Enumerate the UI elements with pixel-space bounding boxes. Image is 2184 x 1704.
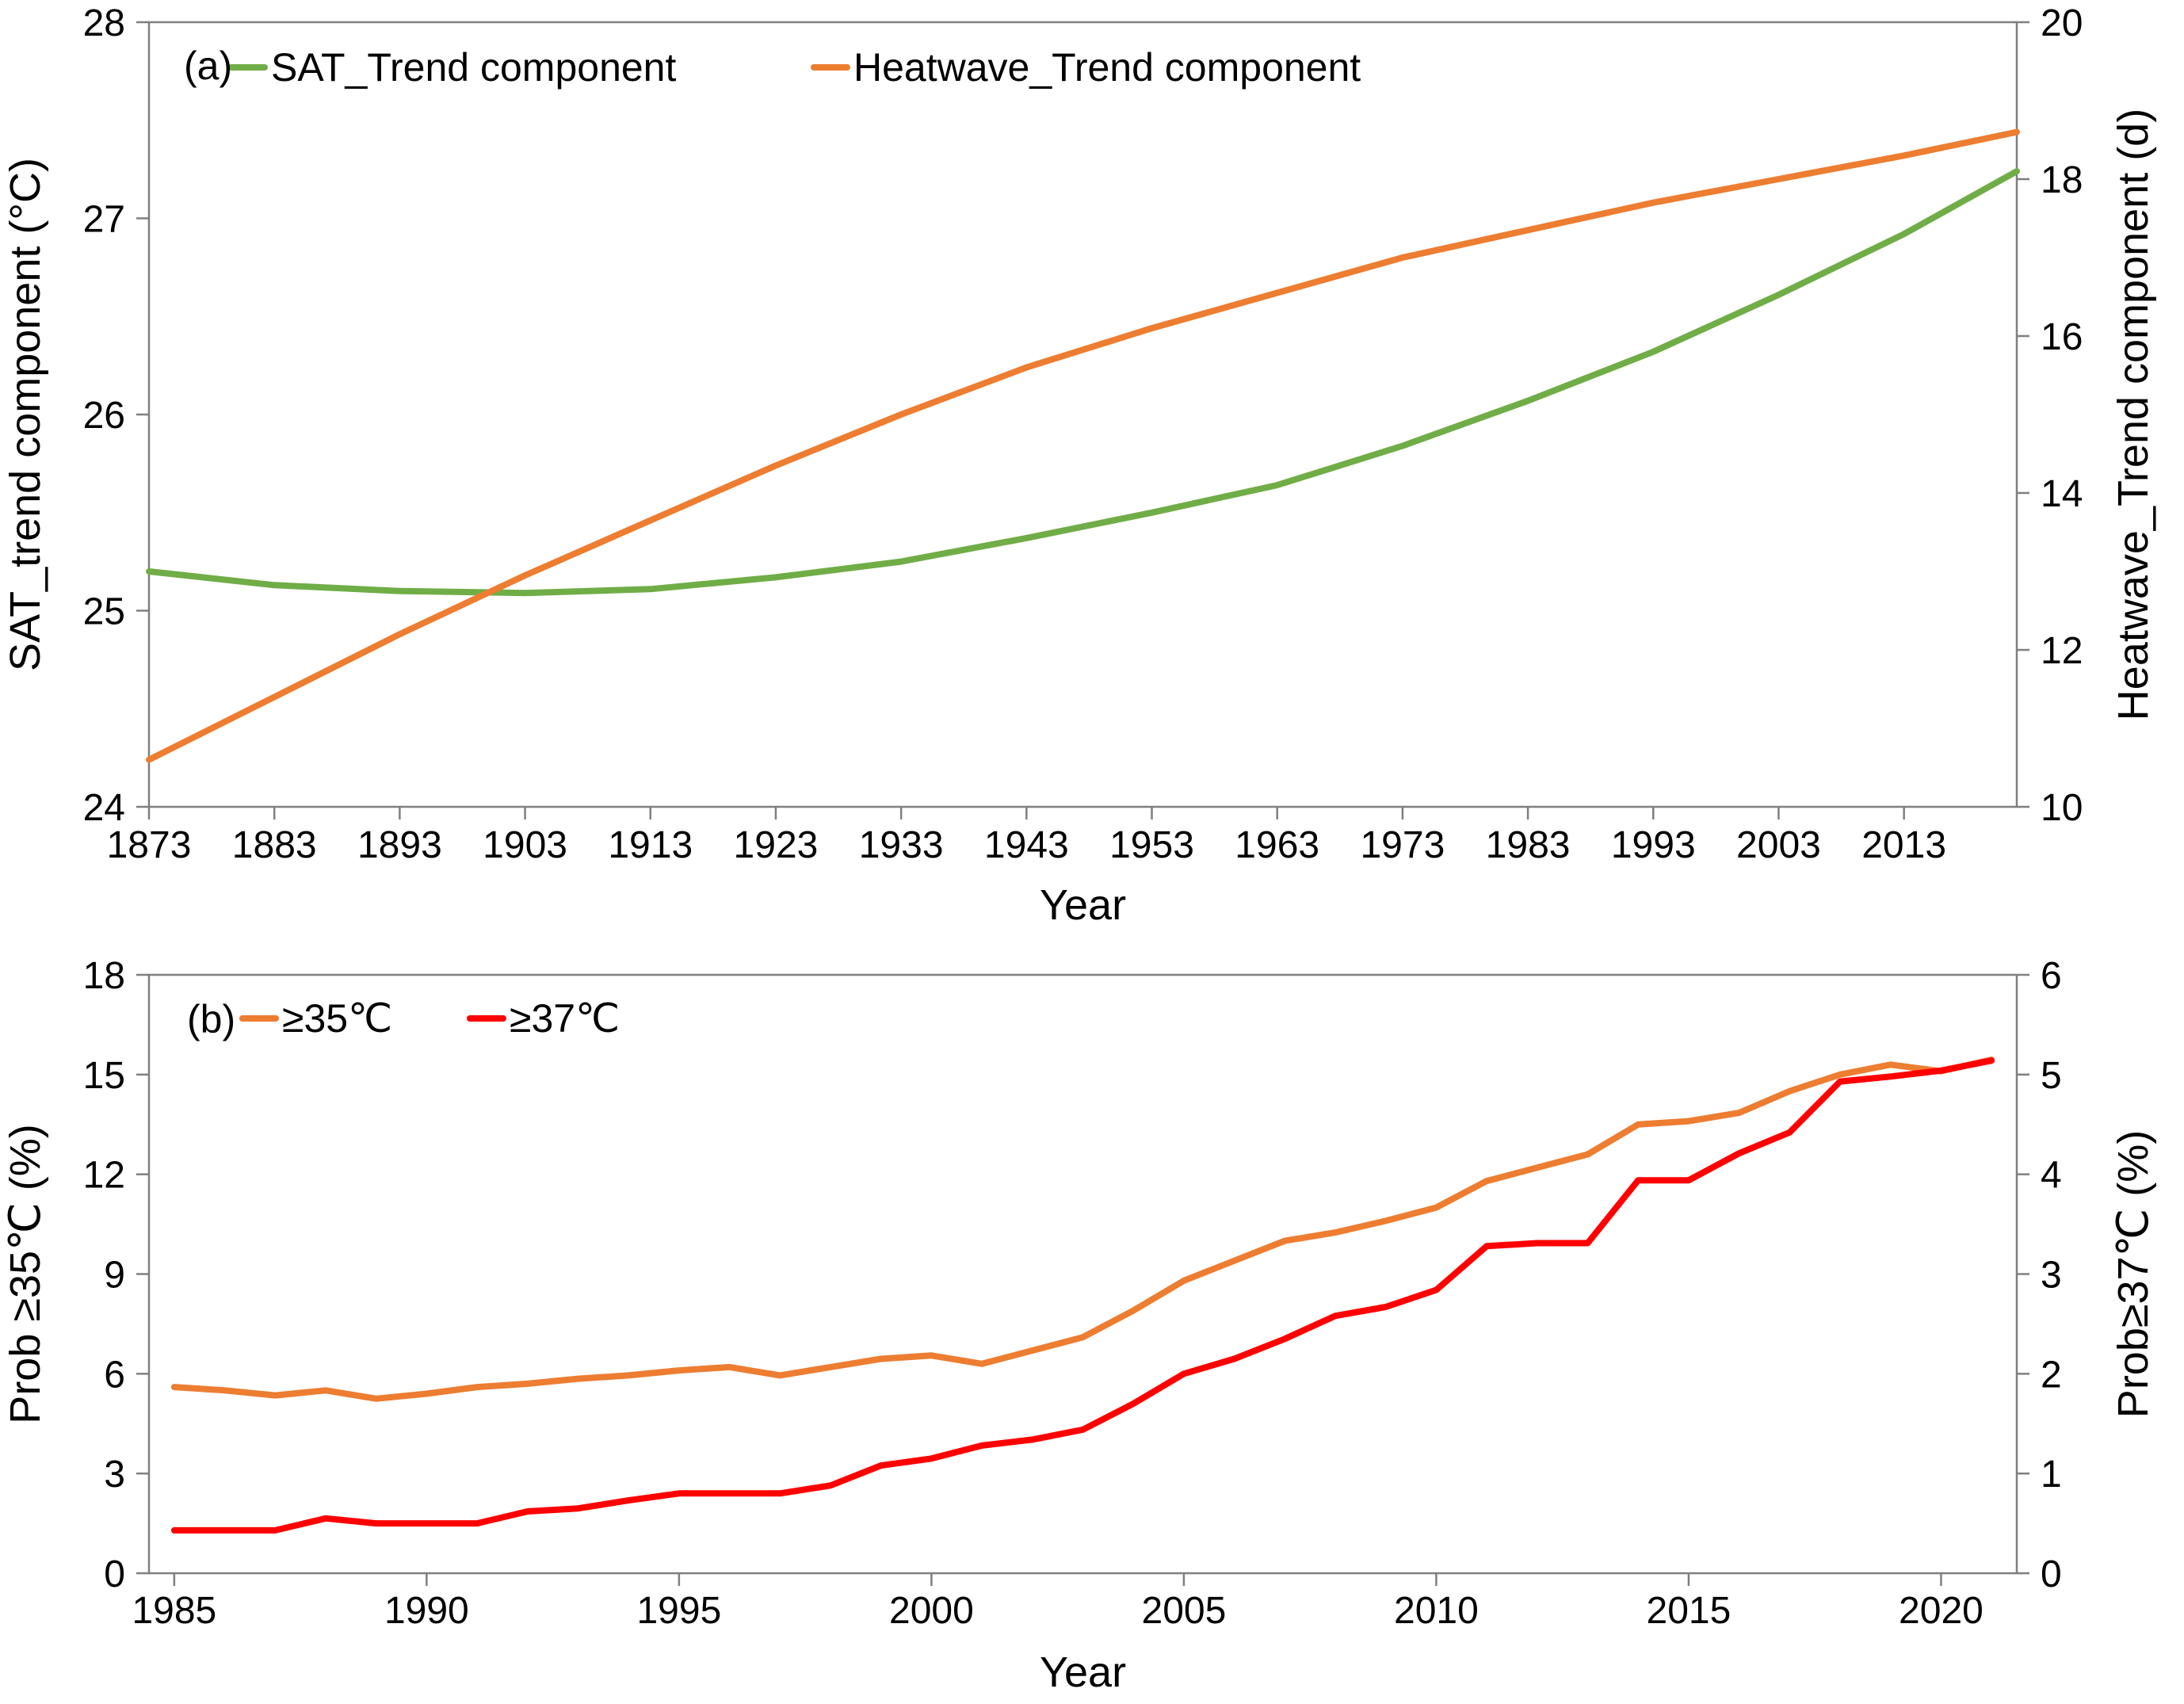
x-axis-title: Year [1040, 881, 1126, 929]
y-right-tick-label: 4 [2041, 1155, 2062, 1197]
x-tick-label: 1963 [1235, 824, 1319, 866]
y-right-axis-title: Heatwave_Trend component (d) [2110, 109, 2157, 720]
y-right-tick-label: 18 [2041, 159, 2083, 201]
y-left-tick-label: 26 [83, 395, 125, 437]
x-tick-label: 1990 [384, 1590, 469, 1632]
x-tick-label: 2013 [1861, 824, 1946, 866]
y-left-tick-label: 15 [83, 1055, 125, 1097]
x-tick-label: 2005 [1142, 1590, 1227, 1632]
series-line-2 [170, 1057, 1995, 1534]
y-left-tick-label: 3 [104, 1454, 125, 1496]
y-right-axis-title: Prob≥37℃ (%) [2110, 1130, 2157, 1418]
x-tick-label: 1913 [608, 824, 693, 866]
x-tick-label: 1983 [1486, 824, 1571, 866]
series-line-1 [170, 1056, 1995, 1402]
y-left-tick-label: 24 [83, 787, 125, 829]
x-tick-label: 1923 [734, 824, 819, 866]
series-line-2 [146, 128, 2020, 763]
legend-label-2: ≥37℃ [510, 996, 620, 1041]
panel-a-chart: 1873 1883 1893 1903 1913 1923 1933 1943 1953 1963… [2, 2, 2157, 929]
legend-label-2: Heatwave_Trend component [853, 45, 1361, 90]
panel-b-chart: 1985 1990 1995 2000 2005 2010 2015 202003691215… [2, 955, 2157, 1696]
x-tick-label: 2020 [1899, 1590, 1984, 1632]
y-right-tick-label: 1 [2041, 1454, 2062, 1496]
x-tick-label: 2015 [1647, 1590, 1732, 1632]
y-left-tick-label: 27 [83, 199, 125, 241]
y-right-tick-label: 10 [2041, 787, 2083, 829]
series-line-1 [146, 168, 2020, 597]
y-left-tick-label: 0 [104, 1553, 125, 1595]
y-left-axis-title: SAT_trend component (°C) [2, 158, 49, 671]
legend-label-1: ≥35℃ [282, 996, 392, 1041]
y-left-tick-label: 18 [83, 955, 125, 997]
x-tick-label: 1933 [859, 824, 944, 866]
x-tick-label: 1985 [132, 1590, 216, 1632]
y-left-tick-label: 28 [83, 2, 125, 44]
x-tick-label: 2003 [1736, 824, 1821, 866]
y-right-tick-label: 14 [2041, 473, 2083, 515]
plot-frame [147, 21, 2018, 808]
y-right-tick-label: 20 [2041, 2, 2083, 44]
legend-label-1: SAT_Trend component [271, 45, 676, 90]
x-axis-title: Year [1040, 1649, 1126, 1696]
y-right-tick-label: 12 [2041, 630, 2083, 672]
x-tick-label: 2000 [889, 1590, 974, 1632]
panel-label: (b) [187, 997, 235, 1041]
panel-label: (a) [184, 44, 232, 88]
y-left-tick-label: 25 [83, 591, 125, 633]
x-tick-label: 1903 [483, 824, 567, 866]
plot-frame [147, 973, 2018, 1575]
x-tick-label: 1883 [232, 824, 317, 866]
y-right-tick-label: 6 [2041, 955, 2062, 997]
x-tick-label: 1995 [636, 1590, 721, 1632]
y-right-tick-label: 3 [2041, 1255, 2062, 1297]
y-left-axis-title: Prob ≥35℃ (%) [2, 1124, 49, 1423]
x-tick-label: 2010 [1394, 1590, 1479, 1632]
y-left-tick-label: 9 [104, 1255, 125, 1297]
y-right-tick-label: 0 [2041, 1553, 2062, 1595]
y-left-tick-label: 12 [83, 1155, 125, 1197]
y-right-tick-label: 5 [2041, 1055, 2062, 1097]
y-right-tick-label: 2 [2041, 1354, 2062, 1396]
y-right-tick-label: 16 [2041, 316, 2083, 358]
y-left-tick-label: 6 [104, 1354, 125, 1396]
x-tick-label: 1993 [1611, 824, 1696, 866]
x-tick-label: 1873 [107, 824, 192, 866]
x-tick-label: 1943 [984, 824, 1069, 866]
x-tick-label: 1953 [1109, 824, 1194, 866]
x-tick-label: 1893 [357, 824, 442, 866]
x-tick-label: 1973 [1360, 824, 1445, 866]
